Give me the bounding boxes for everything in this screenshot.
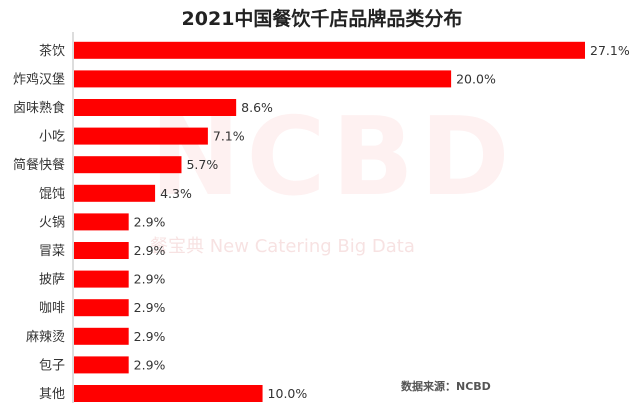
category-label: 馄饨	[39, 187, 65, 202]
category-label: 咖啡	[39, 301, 65, 316]
bar	[74, 213, 129, 231]
bar	[74, 270, 129, 288]
data-label: 7.1%	[213, 129, 245, 144]
category-label: 冒菜	[39, 244, 65, 259]
watermark-tagline: 餐宝典 New Catering Big Data	[150, 236, 415, 257]
bar	[74, 356, 129, 374]
bar	[74, 41, 585, 59]
bar	[74, 156, 182, 174]
data-label: 2.9%	[134, 329, 166, 344]
data-label: 2.9%	[134, 243, 166, 258]
category-label: 茶饮	[39, 43, 65, 59]
category-label: 炸鸡汉堡	[13, 71, 65, 87]
data-label: 8.6%	[241, 100, 273, 115]
bar	[74, 99, 237, 116]
data-label: 2.9%	[134, 300, 166, 315]
bar	[74, 184, 156, 202]
category-label: 披萨	[39, 273, 65, 288]
bar	[74, 299, 129, 317]
category-label: 其他	[39, 387, 65, 402]
data-label: 4.3%	[160, 186, 192, 201]
category-label: 包子	[39, 358, 65, 373]
category-label: 麻辣烫	[26, 330, 65, 345]
category-label: 卤味熟食	[13, 100, 65, 116]
data-label: 2.9%	[134, 214, 166, 229]
source-note: 数据来源：NCBD	[401, 380, 491, 393]
data-label: 20.0%	[456, 71, 496, 86]
bar	[74, 127, 208, 145]
bar	[74, 70, 452, 88]
data-label: 27.1%	[590, 43, 630, 58]
data-label: 10.0%	[268, 386, 308, 401]
category-label: 小吃	[39, 129, 65, 145]
category-label: 火锅	[39, 214, 65, 230]
chart-title: 2021中国餐饮千店品牌品类分布	[181, 8, 463, 30]
data-label: 2.9%	[134, 357, 166, 372]
category-label: 简餐快餐	[13, 157, 65, 173]
data-label: 2.9%	[134, 272, 166, 287]
bar	[74, 385, 263, 402]
bar	[74, 327, 129, 345]
data-label: 5.7%	[186, 157, 218, 172]
bar	[74, 242, 129, 259]
